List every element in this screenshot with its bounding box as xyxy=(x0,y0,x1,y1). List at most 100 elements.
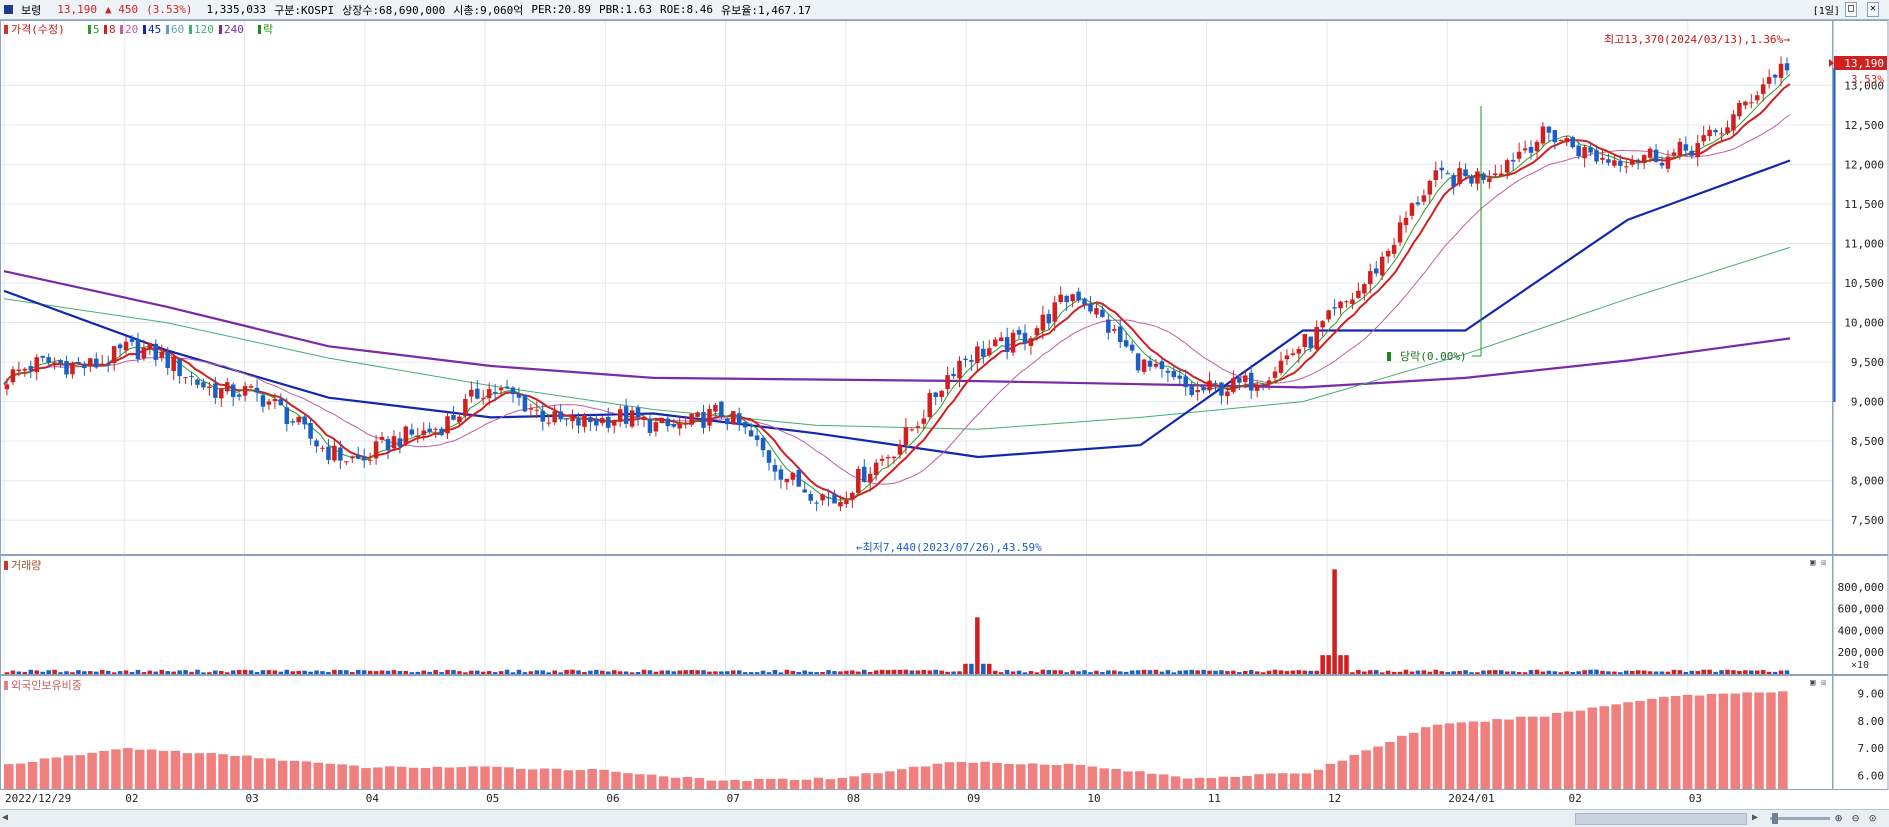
volume-bar xyxy=(766,672,772,674)
candle-body xyxy=(397,438,403,447)
volume-bar xyxy=(1582,670,1587,674)
candle-body xyxy=(1016,329,1022,335)
volume-bar xyxy=(379,670,385,674)
foreign-ratio-bar xyxy=(527,769,538,789)
panel-controls[interactable]: ▣ ☒ ▣ ☒ xyxy=(1810,558,1826,688)
listed-shares: 상장수:68,690,000 xyxy=(342,3,446,17)
volume-bar xyxy=(1004,669,1010,674)
volume-bar xyxy=(22,671,28,674)
panel-close-icon[interactable]: ☒ xyxy=(1821,678,1826,688)
foreign-ratio-bar xyxy=(932,763,943,789)
volume-bar xyxy=(731,670,736,674)
volume-bar xyxy=(88,671,93,674)
foreign-ratio-bar xyxy=(1301,773,1312,789)
candle-body xyxy=(1641,155,1647,164)
candle-body xyxy=(665,418,671,427)
volume-bar xyxy=(879,669,885,674)
volume-bar xyxy=(1588,669,1593,674)
foreign-tick-label: 9.00 xyxy=(1858,688,1885,701)
volume-bar xyxy=(1463,670,1468,674)
foreign-ratio-bar xyxy=(1182,778,1193,789)
foreign-ratio-bar xyxy=(718,780,728,789)
foreign-ratio-bar xyxy=(1361,750,1371,789)
volume-bar xyxy=(457,671,462,674)
candle-body xyxy=(344,461,349,463)
candle-body xyxy=(1094,308,1099,315)
foreign-ratio-bar xyxy=(1158,774,1169,789)
volume-bar xyxy=(1665,671,1671,674)
panel-maximize-icon[interactable]: ▣ xyxy=(1810,678,1816,688)
foreign-ratio-bar xyxy=(158,750,169,789)
volume-bar xyxy=(219,670,224,674)
candle-body xyxy=(1731,114,1736,131)
stock-chart[interactable]: 7,500 8,000 8,500 9,000 9,500 10,000 10,500 11,… xyxy=(0,20,1889,809)
volume-bar xyxy=(415,671,421,674)
candle-body xyxy=(1445,173,1450,175)
foreign-ratio-bar xyxy=(504,767,514,789)
candle-body xyxy=(528,408,534,410)
foreign-ratio-bar xyxy=(1194,777,1205,789)
foreign-ratio-bar xyxy=(1242,775,1252,789)
candle-body xyxy=(1659,162,1665,166)
candle-body xyxy=(1123,340,1129,347)
volume-bar xyxy=(46,670,51,674)
volume-bar xyxy=(427,671,432,674)
candle-body xyxy=(379,437,385,440)
volume-bar xyxy=(1123,671,1129,674)
foreign-ratio-bar xyxy=(1123,771,1133,789)
zoom-out-icon[interactable]: ⊖ xyxy=(1852,811,1860,825)
foreign-ratio-bar xyxy=(1087,766,1098,789)
volume-bar xyxy=(361,670,367,674)
volume-y-ticks: 200,000 400,000 600,000 800,000 xyxy=(1838,581,1884,659)
maximize-icon[interactable]: □ xyxy=(1844,2,1857,17)
legend-marker xyxy=(166,25,169,34)
foreign-ratio-bar xyxy=(230,756,240,789)
candle-body xyxy=(230,384,236,397)
horizontal-scrollbar[interactable]: ◀ ▶ ⊕ ⊖ ⊙ xyxy=(0,809,1889,827)
zoom-in-icon[interactable]: ⊕ xyxy=(1835,811,1843,825)
volume-bar xyxy=(1219,670,1224,674)
x-tick-label: 07 xyxy=(727,792,740,805)
legend-marker xyxy=(189,25,192,34)
scroll-right-icon[interactable]: ▶ xyxy=(1752,812,1759,823)
candle-body xyxy=(1606,159,1611,163)
volume-bar xyxy=(70,672,75,674)
volume-bar xyxy=(1338,655,1343,674)
volume-bar xyxy=(921,669,927,674)
scroll-left-icon[interactable]: ◀ xyxy=(2,812,9,823)
volume-bar xyxy=(1320,655,1325,674)
foreign-ratio-bar xyxy=(599,769,609,789)
volume-bar xyxy=(1760,670,1766,674)
candle-body xyxy=(975,346,980,363)
candle-body xyxy=(1677,141,1683,156)
volume-bar xyxy=(772,669,778,674)
foreign-ratio-bar xyxy=(873,773,883,789)
volume-bar xyxy=(1231,670,1236,674)
period-button[interactable]: [1일] xyxy=(1812,6,1840,17)
zoom-slider[interactable] xyxy=(1770,817,1830,820)
candle-body xyxy=(177,358,182,377)
panel-close-icon[interactable]: ☒ xyxy=(1821,558,1826,568)
volume-bar xyxy=(1540,671,1546,674)
volume-bar xyxy=(617,671,623,674)
candle-body xyxy=(1231,378,1236,393)
volume-bar xyxy=(927,670,933,674)
scroll-thumb[interactable] xyxy=(1575,813,1747,825)
volume-bar xyxy=(111,672,117,674)
foreign-ratio-bar xyxy=(706,780,717,789)
candle-body xyxy=(1487,178,1492,183)
close-icon[interactable]: ✕ xyxy=(1866,2,1879,17)
candle-body xyxy=(1260,384,1266,386)
foreign-ratio-bar xyxy=(51,757,62,789)
volume-bar xyxy=(635,671,641,674)
candle-body xyxy=(457,416,462,423)
candle-body xyxy=(552,411,557,423)
volume-bar xyxy=(689,669,694,674)
volume-bar xyxy=(290,671,295,674)
volume-bar xyxy=(1171,672,1177,674)
zoom-reset-icon[interactable]: ⊙ xyxy=(1869,811,1877,825)
candle-body xyxy=(1504,160,1510,173)
panel-maximize-icon[interactable]: ▣ xyxy=(1810,558,1816,568)
zoom-knob[interactable] xyxy=(1772,813,1778,824)
volume-bar xyxy=(1165,670,1171,674)
